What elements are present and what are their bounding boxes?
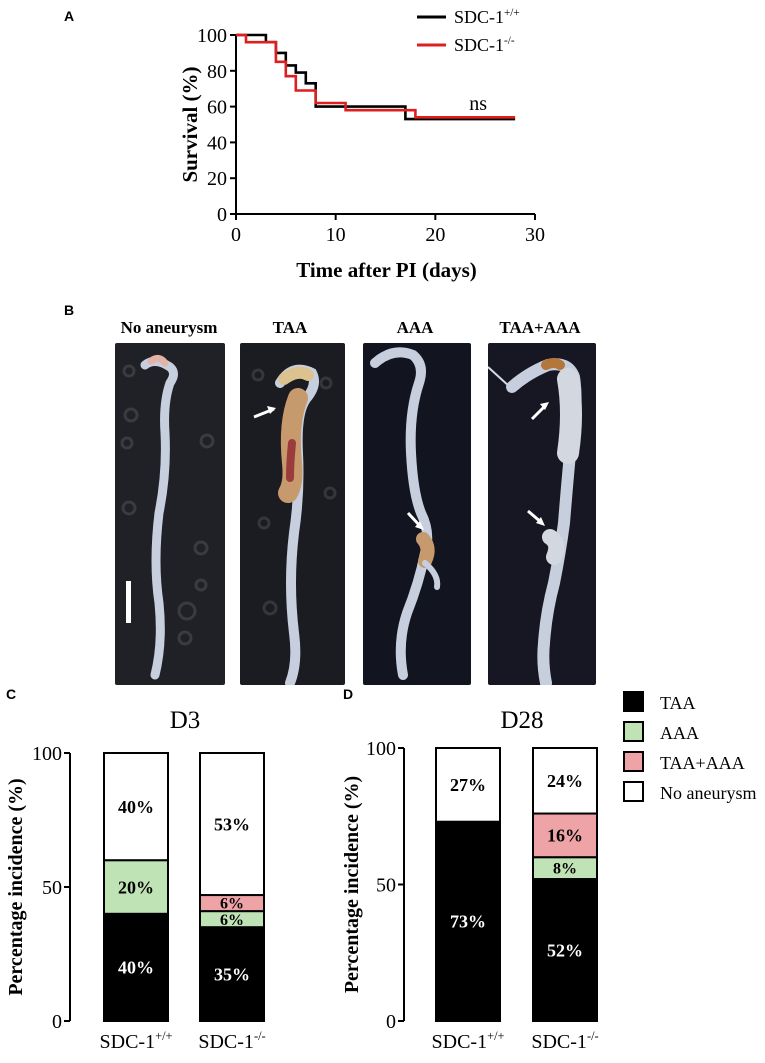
d3-bar-segment	[103, 859, 169, 915]
d28-y-axis-label: Percentage incidence (%)	[341, 776, 363, 993]
significance-annotation: ns	[469, 93, 487, 115]
incidence-legend: TAA AAA TAA+AAA No aneurysm	[623, 691, 756, 803]
d28-bar-segment	[435, 747, 501, 823]
survival-x-axis-label: Time after PI (days)	[296, 258, 477, 282]
survival-y-tick-label: 60	[207, 97, 227, 119]
d28-bar-segment	[435, 820, 501, 1023]
survival-legend-label-2: SDC-1-/-	[454, 35, 515, 55]
specimen-photo-taa-aaa-drawing	[488, 343, 596, 685]
d3-data-label: 6%	[220, 896, 244, 913]
d3-data-label: 35%	[214, 964, 250, 984]
survival-x-tick-label: 20	[425, 224, 445, 246]
legend-label-4: No aneurysm	[660, 783, 756, 803]
legend-swatch-4	[623, 781, 644, 802]
d3-data-label: 40%	[118, 958, 154, 978]
legend-label-3: TAA+AAA	[660, 753, 745, 773]
d3-data-label: 6%	[220, 912, 244, 929]
d28-category-label: SDC-1-/-	[531, 1029, 598, 1053]
d28-title: D28	[500, 707, 543, 734]
d28-data-label: 52%	[547, 940, 583, 960]
specimen-photo-no-aneurysm-drawing	[115, 343, 225, 685]
d28-bar-segment	[532, 747, 598, 815]
legend-swatch-1	[623, 691, 644, 712]
photo-label-no-aneurysm: No aneurysm	[120, 318, 218, 337]
legend-swatch-3	[623, 751, 644, 772]
legend-label-1: TAA	[660, 693, 696, 713]
survival-y-tick-label: 20	[207, 168, 227, 190]
d3-category-label: SDC-1+/+	[100, 1029, 173, 1053]
panel-letter-a: A	[64, 8, 75, 24]
d3-data-label: 20%	[118, 877, 154, 897]
legend-label-2: AAA	[660, 723, 699, 743]
survival-chart: 0 20 40 60 80 100 0 10 20 30 SDC-1+/+ SDC-1-/- Sur…	[178, 7, 545, 282]
legend-swatch-2	[623, 721, 644, 742]
d28-y-tick-label: 50	[376, 875, 396, 897]
d3-bar-segment	[103, 752, 169, 862]
d28-bar-segment	[532, 878, 598, 1022]
d28-data-label: 8%	[553, 861, 577, 878]
survival-y-tick-label: 0	[217, 204, 227, 226]
d28-y-tick-label: 100	[366, 738, 396, 760]
d3-bar-segment	[199, 752, 265, 897]
d28-bar-segment	[532, 856, 598, 881]
specimen-photo-no-aneurysm	[115, 343, 225, 685]
specimen-photo-taa	[240, 343, 345, 685]
survival-legend-label-1: SDC-1+/+	[454, 7, 520, 27]
d28-y-tick-label: 0	[386, 1011, 396, 1033]
photo-label-taa: TAA	[272, 318, 308, 337]
survival-y-tick-label: 100	[197, 25, 227, 47]
survival-series-line-2	[236, 33, 516, 119]
d3-y-tick-label: 50	[42, 877, 62, 899]
d3-category-label: SDC-1-/-	[198, 1029, 265, 1053]
d3-bar-segment	[199, 894, 265, 913]
d3-y-tick-label: 100	[32, 743, 62, 765]
survival-x-tick-label: 10	[326, 224, 346, 246]
survival-y-tick-label: 40	[207, 132, 227, 154]
survival-x-tick-label: 0	[231, 224, 241, 246]
specimen-photo-taa-drawing	[240, 343, 345, 685]
d3-bar-segment	[103, 912, 169, 1022]
photo-label-aaa: AAA	[396, 318, 434, 337]
d28-data-label: 16%	[547, 826, 583, 846]
d3-data-label: 40%	[118, 797, 154, 817]
specimen-photo-taa-aaa	[488, 343, 596, 685]
d28-data-label: 24%	[547, 771, 583, 791]
survival-x-tick-label: 30	[525, 224, 545, 246]
survival-series	[236, 33, 516, 121]
specimen-photo-aaa-drawing	[363, 343, 471, 685]
specimen-photo-aaa	[363, 343, 471, 685]
d3-bar-segment	[199, 910, 265, 929]
d28-data-label: 73%	[450, 912, 486, 932]
d3-bar-segment	[199, 926, 265, 1023]
survival-axes: 0 20 40 60 80 100 0 10 20 30	[197, 25, 545, 246]
d3-title: D3	[170, 707, 201, 734]
d28-category-label: SDC-1+/+	[432, 1029, 505, 1053]
d3-data-label: 53%	[214, 814, 250, 834]
survival-y-tick-label: 80	[207, 61, 227, 83]
panel-letter-d: D	[343, 686, 354, 702]
d3-y-axis-label: Percentage incidence (%)	[5, 778, 27, 995]
d28-data-label: 27%	[450, 775, 486, 795]
survival-y-axis-label: Survival (%)	[178, 66, 202, 182]
survival-legend: SDC-1+/+ SDC-1-/-	[417, 7, 520, 55]
panel-letter-b: B	[64, 302, 75, 318]
panel-letter-c: C	[6, 686, 17, 702]
photo-label-taa-aaa: TAA+AAA	[499, 318, 581, 337]
d28-bar-segment	[532, 812, 598, 859]
d3-y-tick-label: 0	[52, 1011, 62, 1033]
